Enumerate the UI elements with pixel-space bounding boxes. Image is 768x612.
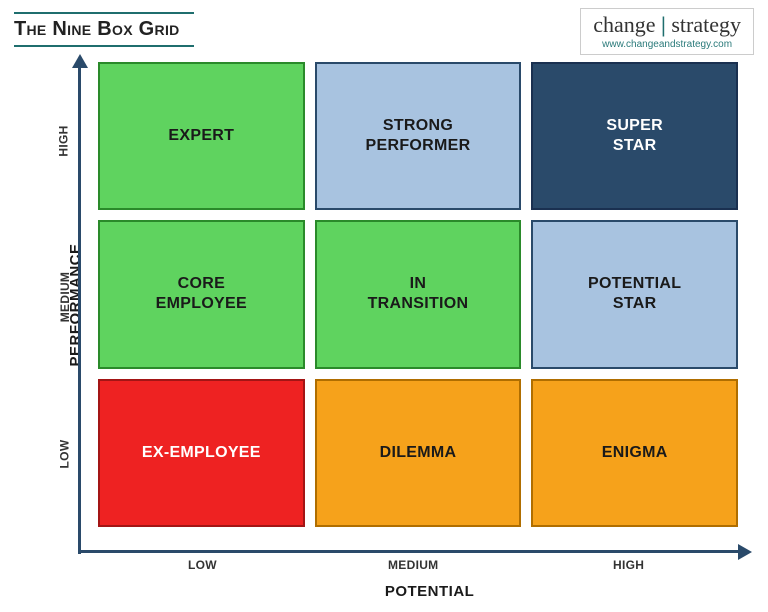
grid-cell-label: POTENTIALSTAR (588, 274, 681, 314)
y-tick-low: LOW (57, 440, 71, 469)
y-axis-arrow (78, 54, 82, 554)
grid-cell-label: DILEMMA (380, 443, 457, 463)
brand-right: strategy (671, 12, 741, 37)
x-tick-low: LOW (188, 558, 217, 572)
grid-cell-label: STRONGPERFORMER (366, 116, 471, 156)
brand-block: change | strategy www.changeandstrategy.… (580, 8, 754, 55)
brand-divider: | (661, 12, 666, 37)
grid-cell-label: EX-EMPLOYEE (142, 443, 261, 463)
grid-cell: ENIGMA (531, 379, 738, 527)
y-tick-medium: MEDIUM (58, 272, 72, 322)
title-rule-top (14, 12, 194, 14)
grid-cell-label: SUPERSTAR (606, 116, 663, 156)
grid-cell: DILEMMA (315, 379, 522, 527)
nine-box-chart: PERFORMANCE POTENTIAL HIGH MEDIUM LOW LO… (38, 62, 750, 602)
grid-cell: POTENTIALSTAR (531, 220, 738, 368)
x-axis-arrow (78, 550, 752, 554)
brand-name: change | strategy (593, 12, 741, 38)
page-title: The Nine Box Grid (14, 18, 194, 41)
grid-cell: STRONGPERFORMER (315, 62, 522, 210)
brand-left: change (593, 12, 655, 37)
grid-container: EXPERT STRONGPERFORMER SUPERSTAR COREEMPLOY… (98, 62, 738, 527)
title-rule-bottom (14, 45, 194, 47)
x-tick-high: HIGH (613, 558, 644, 572)
brand-url: www.changeandstrategy.com (593, 39, 741, 50)
grid-cell-label: ENIGMA (602, 443, 668, 463)
grid-cell: EXPERT (98, 62, 305, 210)
x-tick-medium: MEDIUM (388, 558, 438, 572)
y-tick-high: HIGH (57, 125, 71, 156)
y-axis-arrowhead-icon (72, 54, 88, 68)
grid-cell: SUPERSTAR (531, 62, 738, 210)
x-axis-line (78, 550, 740, 553)
x-axis-label: POTENTIAL (385, 583, 475, 600)
grid-cell-label: EXPERT (168, 126, 234, 146)
grid-cell-label: INTRANSITION (368, 274, 469, 314)
y-axis-line (78, 66, 81, 554)
grid-cell-label: COREEMPLOYEE (156, 274, 247, 314)
grid-cell: INTRANSITION (315, 220, 522, 368)
grid-cell: EX-EMPLOYEE (98, 379, 305, 527)
x-axis-arrowhead-icon (738, 544, 752, 560)
grid-cell: COREEMPLOYEE (98, 220, 305, 368)
page-title-block: The Nine Box Grid (14, 12, 194, 47)
